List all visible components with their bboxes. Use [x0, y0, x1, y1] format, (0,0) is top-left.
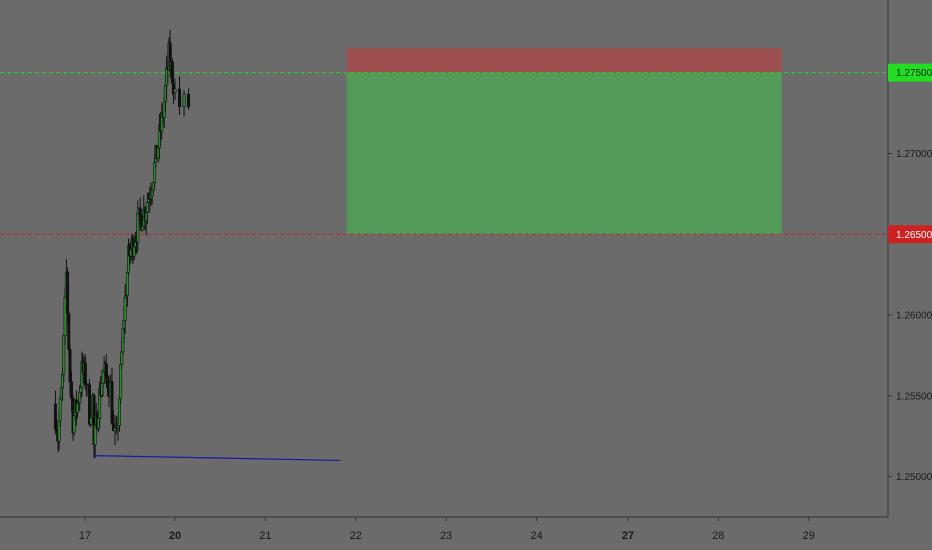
time-axis-panel[interactable] [0, 517, 932, 550]
support-trendline[interactable] [93, 455, 341, 462]
price-lines-layer [0, 72, 888, 235]
y-tick-label: 1.27000 [896, 149, 932, 160]
candle-body-down [66, 272, 70, 314]
x-tick-label: 29 [803, 530, 815, 542]
candle [187, 88, 191, 110]
price-axis-panel[interactable] [888, 0, 932, 550]
x-tick-label: 22 [350, 530, 362, 542]
candle-body-up [119, 364, 123, 400]
candle [178, 76, 182, 115]
x-tick-label: 21 [259, 530, 271, 542]
candle-body-up [101, 371, 105, 384]
x-tick-label: 17 [79, 530, 91, 542]
target-price-tag-label: 1.26500 [896, 230, 932, 241]
x-tick-label: 20 [169, 530, 181, 542]
take-profit-zone[interactable] [346, 72, 782, 235]
candle-body-down [67, 313, 71, 350]
support-line-layer[interactable] [93, 455, 341, 462]
entry-price-tag-label: 1.27500 [896, 68, 932, 79]
x-tick-label: 24 [530, 530, 542, 542]
candle-body-up [58, 398, 62, 422]
position-layer[interactable] [346, 48, 782, 235]
stop-loss-zone[interactable] [346, 48, 782, 73]
candle-body-up [182, 93, 186, 107]
x-tick-label: 23 [440, 530, 452, 542]
y-tick-label: 1.25000 [896, 472, 932, 483]
x-tick-label: 28 [712, 530, 724, 542]
price-tags-layer: 1.27500 1.26500 [888, 63, 932, 244]
candle-body-down [70, 381, 74, 399]
candle-body-down [106, 375, 110, 389]
candle-body-down [178, 88, 182, 107]
candle-body-up [116, 425, 120, 429]
candle-body-down [187, 93, 191, 108]
target-price-tag [888, 225, 932, 244]
candle-body-up [89, 417, 93, 425]
candle-body-up [145, 202, 149, 213]
candles-layer [53, 29, 191, 459]
y-tick-label: 1.25500 [896, 391, 932, 402]
x-tick-label: 27 [622, 530, 634, 542]
candle-body-down [68, 349, 72, 383]
candle-body-down [110, 381, 114, 424]
candle [173, 78, 177, 101]
candle-body-up [125, 272, 129, 296]
candle [182, 90, 186, 117]
y-tick-label: 1.26000 [896, 311, 932, 322]
candle-body-up [173, 88, 177, 93]
entry-price-tag [888, 63, 932, 82]
candle-body-up [123, 296, 127, 321]
